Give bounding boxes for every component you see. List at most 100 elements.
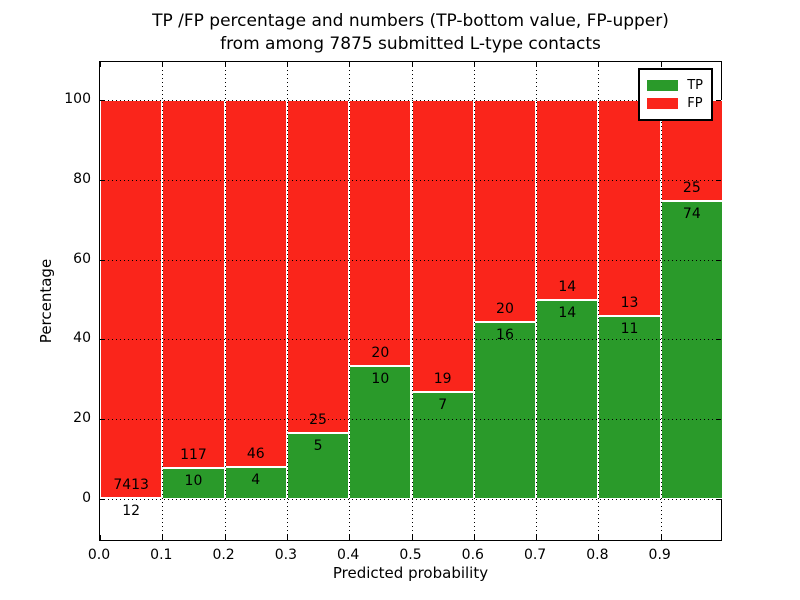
x-tick-top bbox=[100, 62, 101, 67]
tp-count-label: 14 bbox=[558, 304, 577, 321]
horizontal-gridline bbox=[100, 179, 721, 181]
x-tick-bottom bbox=[721, 535, 722, 540]
horizontal-gridline bbox=[100, 499, 721, 500]
tp-count-label: 10 bbox=[371, 371, 390, 387]
x-tick-bottom bbox=[598, 535, 600, 540]
legend-entry-tp: TP bbox=[647, 78, 703, 93]
x-tick-label: 0.4 bbox=[337, 547, 360, 563]
x-tick-bottom bbox=[473, 535, 475, 540]
x-tick-bottom bbox=[349, 535, 351, 540]
tp-count-label: 7 bbox=[438, 396, 448, 413]
fp-count-label: 46 bbox=[246, 446, 265, 463]
tp-bar-segment bbox=[411, 391, 474, 499]
x-tick-bottom bbox=[224, 535, 226, 540]
x-tick-top bbox=[598, 62, 600, 67]
x-tick-label: 0.9 bbox=[648, 547, 671, 563]
fp-count-label: 7413 bbox=[113, 477, 149, 494]
vertical-gridline bbox=[224, 62, 226, 540]
chart-title: TP /FP percentage and numbers (TP-bottom… bbox=[89, 10, 732, 56]
vertical-gridline bbox=[286, 62, 288, 540]
tp-count-label: 12 bbox=[122, 503, 141, 520]
tp-count-label: 11 bbox=[620, 321, 639, 338]
x-tick-label: 0.3 bbox=[274, 547, 298, 563]
tp-bar-segment bbox=[349, 366, 412, 499]
horizontal-gridline bbox=[100, 259, 721, 261]
tp-legend-label: TP bbox=[687, 78, 703, 93]
y-tick-label: 60 bbox=[73, 250, 91, 267]
tp-count-label: 10 bbox=[184, 472, 203, 489]
chart-title-line1: TP /FP percentage and numbers (TP-bottom… bbox=[152, 11, 669, 31]
fp-count-label: 19 bbox=[433, 370, 452, 387]
fp-count-label: 25 bbox=[682, 179, 701, 196]
tp-bar-segment bbox=[660, 200, 723, 499]
tp-bar-segment bbox=[286, 432, 350, 499]
x-tick-label: 0.6 bbox=[461, 547, 484, 563]
vertical-gridline bbox=[162, 62, 164, 540]
vertical-gridline bbox=[349, 62, 351, 540]
y-tick-label: 20 bbox=[73, 410, 91, 427]
x-tick-bottom bbox=[536, 535, 538, 540]
legend-entry-fp: FP bbox=[647, 96, 703, 111]
fp-bar-segment bbox=[473, 100, 537, 322]
y-tick-label: 0 bbox=[82, 490, 91, 506]
fp-count-label: 25 bbox=[309, 411, 327, 428]
fp-count-label: 117 bbox=[180, 446, 207, 463]
x-tick-label: 0.7 bbox=[523, 547, 547, 563]
x-tick-top bbox=[473, 62, 475, 67]
x-tick-label: 0.1 bbox=[150, 547, 173, 563]
tp-bar-segment bbox=[162, 467, 225, 499]
x-tick-top bbox=[162, 62, 164, 67]
x-tick-label: 0.0 bbox=[87, 547, 111, 563]
horizontal-gridline bbox=[100, 100, 721, 101]
y-tick-right bbox=[716, 419, 721, 421]
y-tick-label: 80 bbox=[73, 170, 91, 187]
vertical-gridline bbox=[598, 62, 600, 540]
x-tick-top bbox=[721, 62, 722, 67]
fp-bar-segment bbox=[411, 100, 474, 392]
y-tick-left bbox=[100, 419, 105, 421]
tp-count-label: 4 bbox=[251, 472, 261, 489]
plot-area: 7413 12 117 10 46 4 25 5 20 10 19 7 20 16 14 14 13 11 25 74… bbox=[99, 61, 723, 541]
fp-bar-segment bbox=[598, 100, 661, 317]
fp-legend-label: FP bbox=[687, 96, 703, 111]
x-tick-top bbox=[224, 62, 226, 67]
tp-bar-segment bbox=[598, 316, 661, 499]
y-tick-left bbox=[100, 179, 105, 181]
fp-count-label: 14 bbox=[558, 278, 577, 295]
y-tick-right bbox=[716, 499, 721, 500]
y-tick-right bbox=[716, 339, 721, 341]
fp-bar-segment bbox=[286, 100, 350, 433]
x-tick-bottom bbox=[660, 535, 662, 540]
legend: TP FP bbox=[638, 68, 713, 121]
x-tick-bottom bbox=[411, 535, 413, 540]
y-tick-right bbox=[716, 259, 721, 261]
x-tick-bottom bbox=[100, 535, 101, 540]
fp-count-label: 20 bbox=[371, 345, 390, 361]
y-tick-right bbox=[716, 179, 721, 181]
y-tick-right bbox=[716, 100, 721, 101]
x-tick-label: 0.2 bbox=[212, 547, 235, 563]
y-tick-left bbox=[100, 339, 105, 341]
fp-count-label: 20 bbox=[496, 300, 514, 317]
x-tick-bottom bbox=[286, 535, 288, 540]
tp-bar-segment bbox=[536, 299, 599, 499]
vertical-gridline bbox=[411, 62, 413, 540]
fp-bar-segment bbox=[162, 100, 225, 468]
tp-count-label: 5 bbox=[313, 437, 323, 454]
fp-bar-segment bbox=[349, 100, 412, 366]
vertical-gridline bbox=[660, 62, 662, 540]
x-tick-top bbox=[536, 62, 538, 67]
x-axis-label: Predicted probability bbox=[332, 564, 489, 582]
fp-count-label: 13 bbox=[620, 295, 639, 312]
fp-bar-segment bbox=[536, 100, 599, 300]
tp-bar-segment bbox=[473, 321, 537, 499]
chart-title-line2: from among 7875 submitted L-type contact… bbox=[220, 34, 601, 54]
x-tick-top bbox=[286, 62, 288, 67]
x-tick-top bbox=[349, 62, 351, 67]
x-tick-top bbox=[660, 62, 662, 67]
tp-count-label: 74 bbox=[682, 205, 701, 222]
vertical-gridline bbox=[473, 62, 475, 540]
y-tick-label: 100 bbox=[64, 91, 91, 107]
x-tick-bottom bbox=[162, 535, 164, 540]
